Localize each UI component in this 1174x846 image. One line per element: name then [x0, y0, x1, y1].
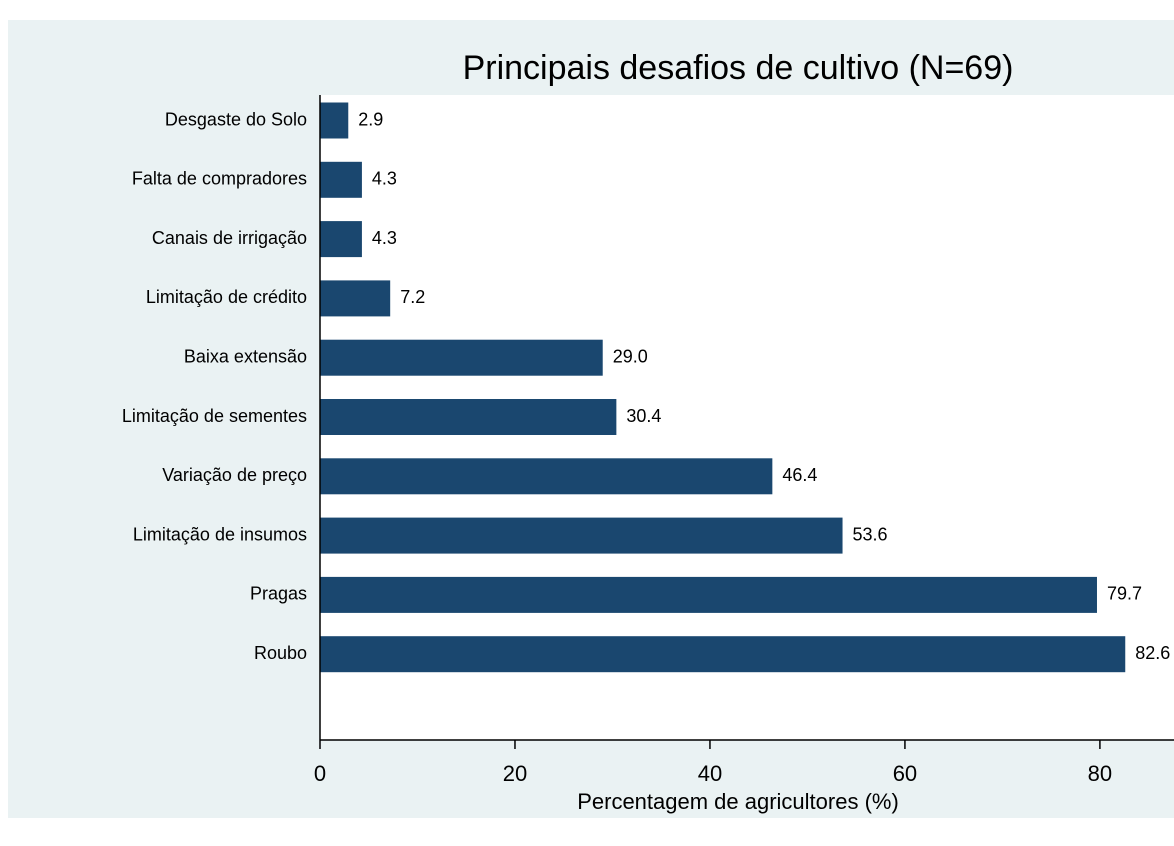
value-label: 7.2	[400, 287, 425, 307]
y-tick-label: Pragas	[250, 584, 307, 604]
value-label: 30.4	[626, 406, 661, 426]
value-label: 82.6	[1135, 643, 1170, 663]
y-tick-label: Baixa extensão	[184, 346, 307, 366]
value-label: 46.4	[782, 465, 817, 485]
bar	[320, 399, 617, 435]
value-label: 2.9	[358, 109, 383, 129]
bar	[320, 576, 1097, 613]
y-tick-label: Canais de irrigação	[152, 228, 307, 248]
value-label: 4.3	[372, 228, 397, 248]
bar	[320, 161, 362, 198]
bar	[320, 102, 349, 139]
y-tick-label: Roubo	[254, 643, 307, 663]
x-tick-label: 80	[1088, 761, 1112, 786]
y-tick-label: Limitação de insumos	[133, 524, 307, 544]
y-tick-label: Falta de compradores	[132, 169, 307, 189]
bar	[320, 636, 1126, 673]
chart-title: Principais desafios de cultivo (N=69)	[463, 49, 1014, 87]
x-tick-label: 0	[314, 761, 326, 786]
bar	[320, 517, 843, 554]
value-label: 4.3	[372, 169, 397, 189]
y-tick-label: Limitação de sementes	[122, 406, 307, 426]
bar	[320, 458, 773, 495]
x-tick-label: 60	[893, 761, 917, 786]
x-tick-label: 20	[503, 761, 527, 786]
y-tick-label: Limitação de crédito	[146, 287, 307, 307]
x-axis-title: Percentagem de agricultores (%)	[577, 789, 899, 814]
y-tick-label: Desgaste do Solo	[165, 109, 307, 129]
x-tick-label: 40	[698, 761, 722, 786]
value-label: 53.6	[853, 524, 888, 544]
bar	[320, 221, 362, 258]
value-label: 29.0	[613, 346, 648, 366]
value-label: 79.7	[1107, 584, 1142, 604]
y-tick-label: Variação de preço	[162, 465, 307, 485]
bar	[320, 280, 391, 317]
bar	[320, 339, 603, 376]
